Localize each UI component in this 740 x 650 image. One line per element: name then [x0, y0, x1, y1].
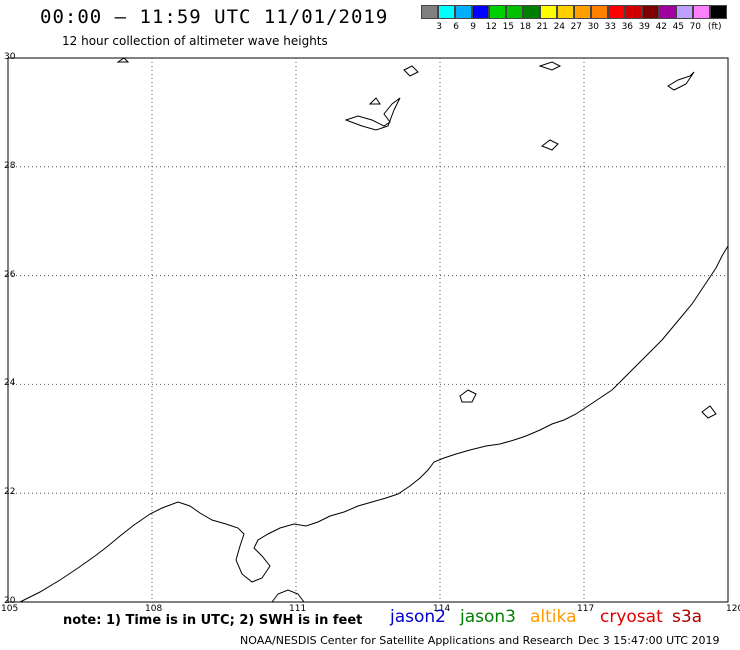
coastline-segment: [538, 61, 562, 71]
coastline-segment: [403, 65, 419, 77]
scale-label: 21: [536, 22, 549, 32]
longitude-tick-label: 111: [289, 604, 307, 614]
coastline-segment: [540, 139, 559, 151]
scale-swatch: [421, 5, 438, 19]
scale-label: 70: [689, 22, 702, 32]
scale-label: 42: [655, 22, 668, 32]
longitude-tick-label: 117: [577, 604, 595, 614]
page-subtitle: 12 hour collection of altimeter wave hei…: [62, 34, 328, 48]
scale-swatch: [506, 5, 523, 19]
page-title: 00:00 — 11:59 UTC 11/01/2019: [40, 6, 389, 28]
coastline-segment: [116, 57, 130, 63]
scale-swatch: [608, 5, 625, 19]
coastline: [19, 57, 729, 603]
coastline-segment: [701, 405, 717, 419]
wave-height-scale-labels: 3 6 9 12 15 18 21 24 27 30 33 36 39 42 45 70 (ft): [421, 22, 740, 34]
coastline-segment: [667, 71, 695, 91]
coastline-segment: [19, 245, 729, 603]
scale-swatch: [693, 5, 710, 19]
coastline-segment: [271, 589, 305, 603]
coastline-segment: [344, 97, 401, 131]
scale-label: 6: [453, 22, 460, 32]
footer-note: note: 1) Time is in UTC; 2) SWH is in fe…: [63, 613, 363, 628]
scale-swatch: [523, 5, 540, 19]
satellite-legend-jason3: jason3: [460, 607, 516, 627]
longitude-tick-label: 114: [433, 604, 451, 614]
scale-swatch: [540, 5, 557, 19]
wave-height-color-scale: [421, 5, 727, 19]
generated-timestamp: Dec 3 15:47:00 UTC 2019: [578, 634, 720, 647]
scale-label: 3: [436, 22, 443, 32]
scale-swatch: [574, 5, 591, 19]
scale-swatch: [625, 5, 642, 19]
latitude-tick-label: 20: [4, 596, 16, 606]
scale-swatch: [438, 5, 455, 19]
scale-label: 15: [502, 22, 515, 32]
scale-label: 45: [672, 22, 685, 32]
satellite-legend-s3a: s3a: [672, 607, 703, 627]
satellite-legend-jason2: jason2: [390, 607, 446, 627]
latitude-tick-label: 28: [4, 160, 16, 171]
scale-swatch: [710, 5, 727, 19]
latitude-tick-label: 26: [4, 269, 16, 280]
scale-label: 9: [470, 22, 477, 32]
scale-label: (ft): [707, 22, 722, 32]
scale-swatch: [472, 5, 489, 19]
map-frame: [7, 57, 729, 603]
latitude-tick-label: 30: [4, 52, 16, 62]
scale-label: 30: [587, 22, 600, 32]
scale-label: 36: [621, 22, 634, 32]
longitude-tick-label: 120: [726, 604, 740, 614]
scale-swatch: [591, 5, 608, 19]
longitude-tick-label: 108: [145, 604, 163, 614]
satellite-legend-altika: altika: [530, 607, 577, 627]
scale-label: 12: [485, 22, 498, 32]
scale-label: 18: [519, 22, 532, 32]
scale-swatch: [489, 5, 506, 19]
satellite-legend-cryosat: cryosat: [600, 607, 663, 627]
scale-swatch: [676, 5, 693, 19]
scale-label: 27: [570, 22, 583, 32]
scale-swatch: [455, 5, 472, 19]
map-gridlines: [8, 58, 728, 602]
coastline-segment: [368, 97, 381, 105]
latitude-tick-label: 22: [4, 487, 16, 498]
scale-label: 39: [638, 22, 651, 32]
latitude-tick-label: 24: [4, 378, 16, 389]
scale-swatch: [642, 5, 659, 19]
scale-label: 24: [553, 22, 566, 32]
longitude-tick-label: 105: [1, 604, 19, 614]
scale-swatch: [557, 5, 574, 19]
scale-label: 33: [604, 22, 617, 32]
credit-line: NOAA/NESDIS Center for Satellite Applica…: [240, 634, 574, 647]
scale-swatch: [659, 5, 676, 19]
coastline-segment: [459, 389, 477, 403]
